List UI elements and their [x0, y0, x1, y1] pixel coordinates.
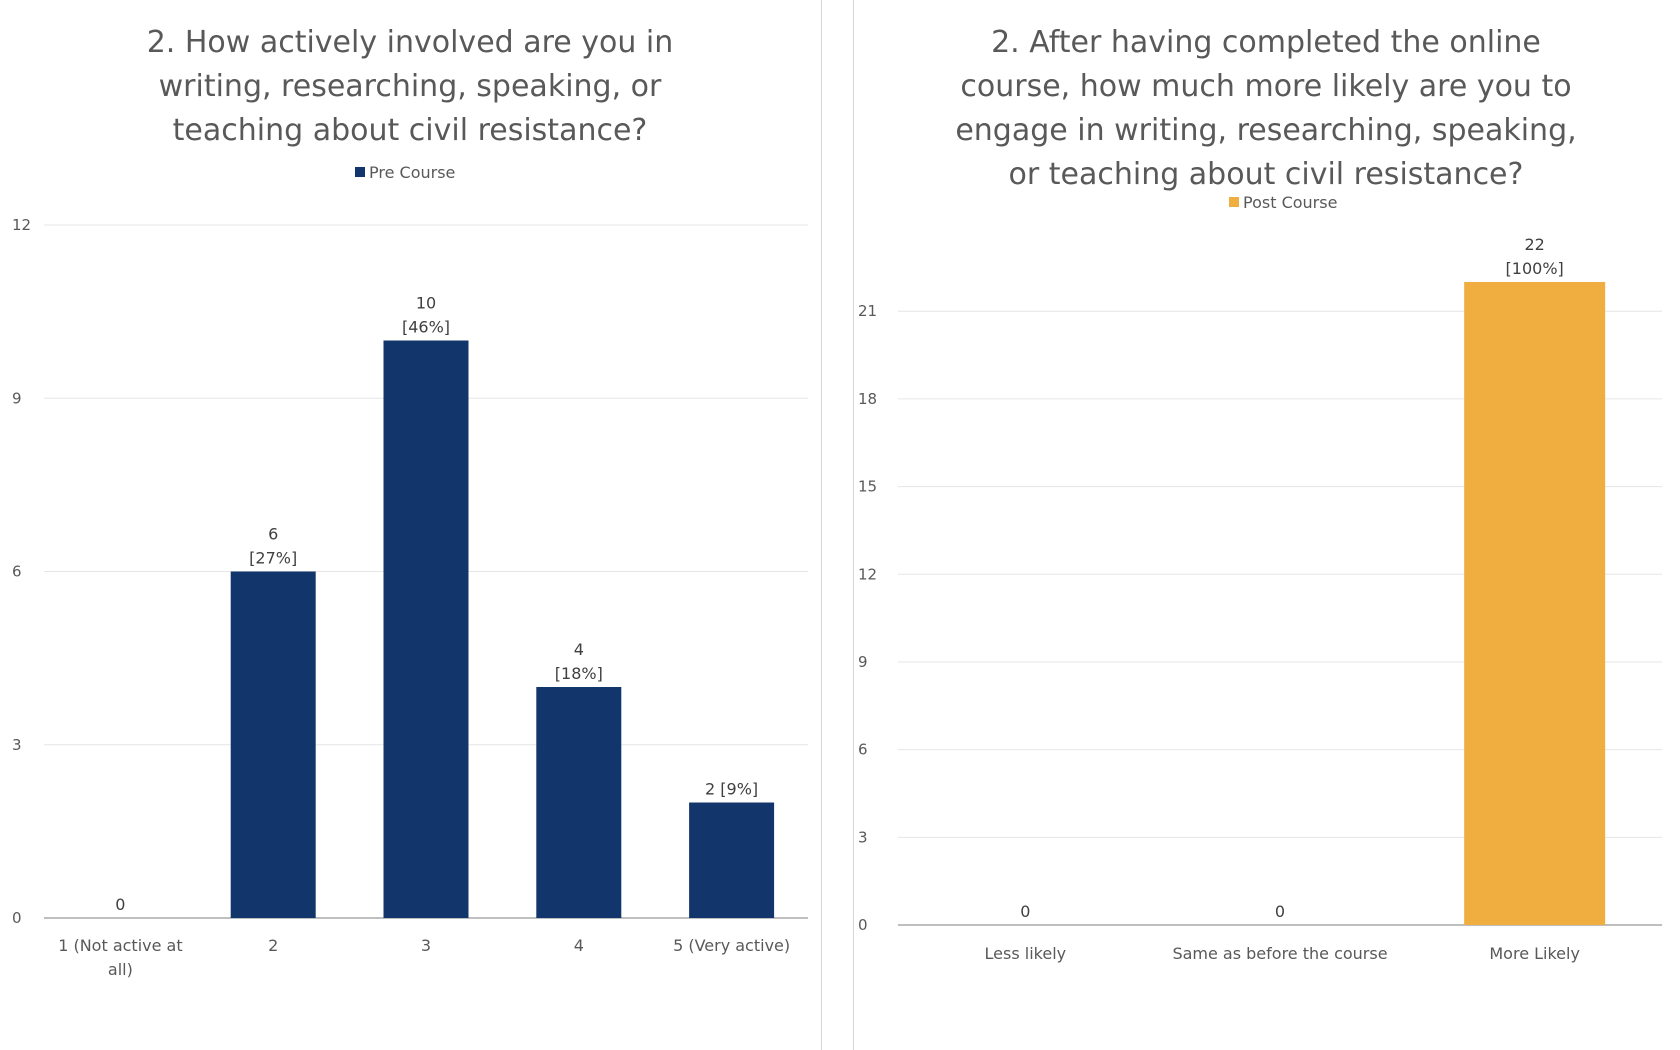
chart-title-line: teaching about civil resistance?: [173, 113, 648, 148]
x-tick-label: Same as before the course: [1172, 944, 1387, 963]
y-tick-label: 0: [858, 916, 868, 934]
data-label: [100%]: [1506, 259, 1564, 278]
data-label: 0: [115, 895, 125, 914]
y-tick-label: 6: [12, 563, 22, 581]
chart-title-line: or teaching about civil resistance?: [1009, 157, 1524, 192]
x-tick-label: 4: [574, 936, 584, 955]
post-course-chart: 2. After having completed the online cour…: [858, 25, 1662, 963]
pre-course-chart-panel: 2. How actively involved are you in writi…: [0, 0, 822, 1050]
chart-title-line: 2. How actively involved are you in: [147, 25, 674, 60]
y-tick-label: 3: [858, 828, 868, 846]
bar: [383, 340, 469, 918]
legend-label: Post Course: [1243, 193, 1337, 212]
legend-swatch: [355, 167, 365, 177]
bar: [689, 802, 775, 918]
y-tick-label: 12: [12, 216, 31, 234]
x-tick-label: 1 (Not active at: [58, 936, 182, 955]
y-tick-label: 9: [858, 653, 868, 671]
x-tick-label: 3: [421, 936, 431, 955]
data-label: [27%]: [249, 549, 297, 568]
data-label: 6: [268, 525, 278, 544]
data-label: 0: [1020, 902, 1030, 921]
data-label: 10: [416, 294, 436, 313]
chart-title-line: writing, researching, speaking, or: [159, 69, 662, 104]
x-tick-label: 5 (Very active): [673, 936, 790, 955]
y-tick-label: 3: [12, 736, 22, 754]
x-tick-label: 2: [268, 936, 278, 955]
panel-gap: [822, 0, 853, 1050]
legend-label: Pre Course: [369, 163, 455, 182]
chart-title-line: course, how much more likely are you to: [960, 69, 1571, 104]
y-tick-label: 6: [858, 741, 868, 759]
y-tick-label: 18: [858, 390, 877, 408]
y-tick-label: 15: [858, 478, 877, 496]
pre-course-chart: 2. How actively involved are you in writi…: [12, 25, 808, 979]
y-tick-label: 12: [858, 565, 877, 583]
y-tick-label: 9: [12, 389, 22, 407]
data-label: 4: [574, 640, 584, 659]
data-label: 2 [9%]: [705, 780, 758, 799]
data-label: 0: [1275, 902, 1285, 921]
bar: [1464, 282, 1606, 925]
legend-swatch: [1229, 197, 1239, 207]
data-label: 22: [1524, 235, 1544, 254]
y-tick-label: 0: [12, 909, 22, 927]
post-course-chart-panel: 2. After having completed the online cour…: [853, 0, 1680, 1050]
bar: [536, 687, 622, 918]
x-tick-label: More Likely: [1489, 944, 1580, 963]
bar: [230, 571, 316, 918]
x-tick-label: all): [108, 960, 133, 979]
chart-title-line: engage in writing, researching, speaking…: [955, 113, 1576, 148]
x-tick-label: Less likely: [985, 944, 1067, 963]
chart-title-line: 2. After having completed the online: [991, 25, 1541, 60]
data-label: [46%]: [402, 318, 450, 337]
data-label: [18%]: [555, 664, 603, 683]
y-tick-label: 21: [858, 302, 877, 320]
